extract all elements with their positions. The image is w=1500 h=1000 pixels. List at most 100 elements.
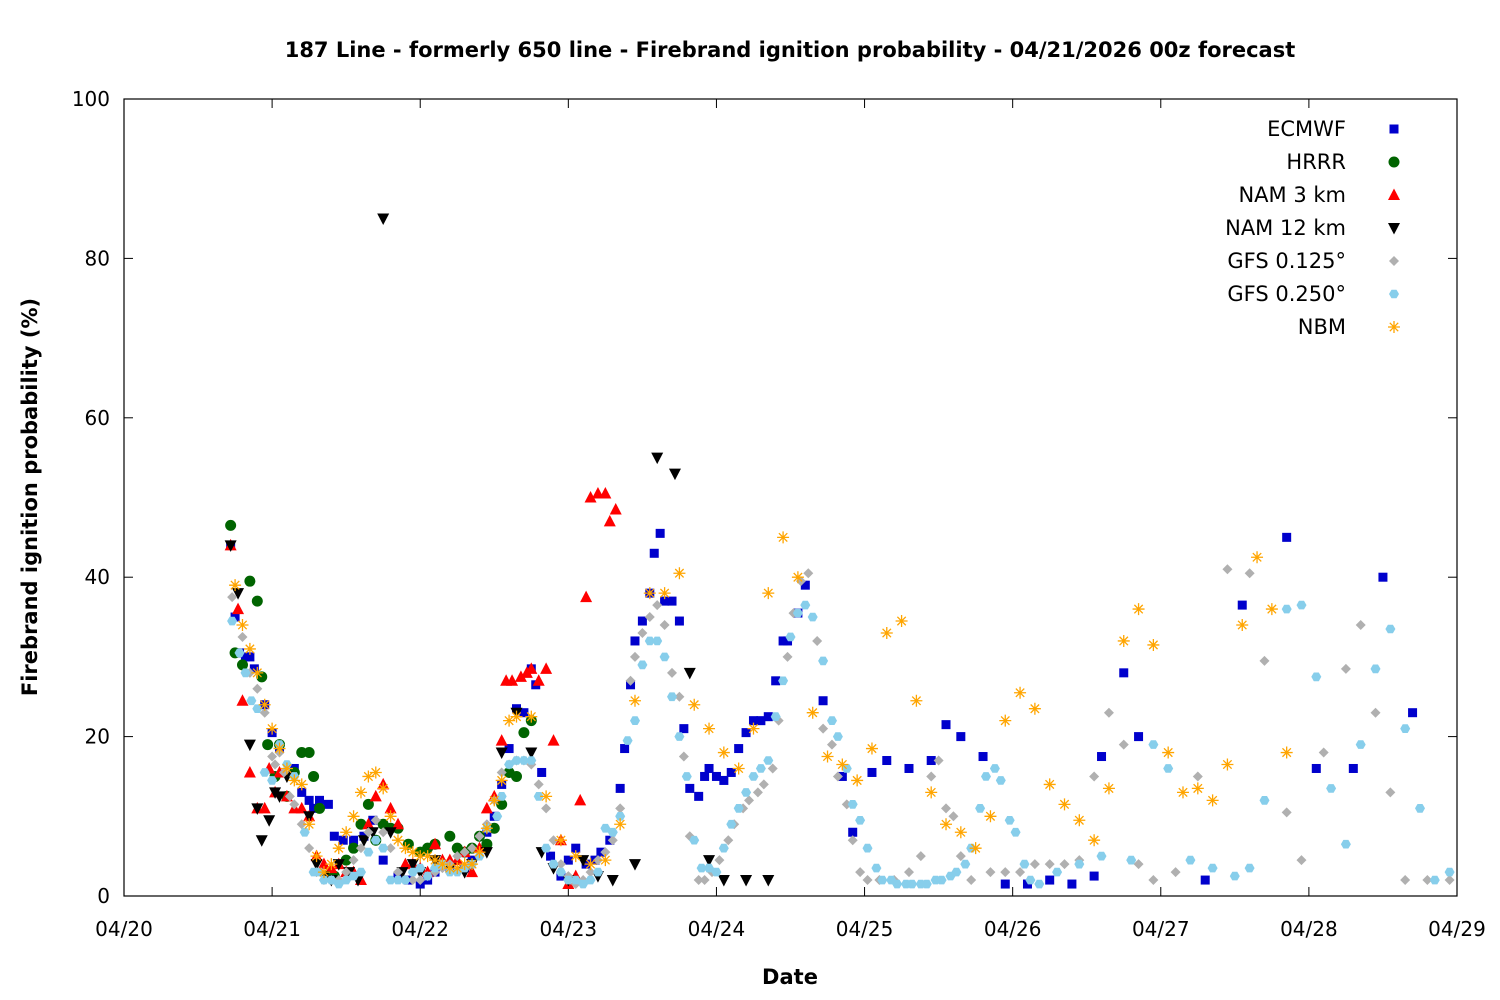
data-point bbox=[683, 667, 696, 680]
data-point bbox=[847, 800, 858, 809]
y-tick-label: 80 bbox=[85, 246, 110, 270]
x-tick-label: 04/26 bbox=[984, 917, 1042, 941]
data-point bbox=[995, 776, 1006, 785]
data-point bbox=[580, 590, 593, 603]
data-point bbox=[481, 838, 493, 850]
data-point bbox=[1000, 867, 1011, 878]
data-point bbox=[1185, 855, 1196, 865]
data-point bbox=[555, 859, 566, 870]
data-point bbox=[747, 722, 760, 735]
data-point bbox=[1280, 746, 1293, 759]
data-point bbox=[629, 651, 640, 662]
data-point bbox=[488, 822, 500, 834]
data-point bbox=[658, 587, 671, 600]
data-point bbox=[258, 698, 271, 711]
data-point bbox=[951, 867, 962, 877]
data-point bbox=[563, 875, 574, 885]
data-point bbox=[369, 789, 382, 802]
data-point bbox=[584, 491, 597, 503]
data-point bbox=[1251, 551, 1264, 564]
data-point bbox=[688, 698, 701, 711]
data-point bbox=[317, 866, 330, 879]
data-point bbox=[1385, 787, 1396, 798]
data-point bbox=[606, 875, 619, 887]
data-point bbox=[299, 827, 310, 837]
data-point bbox=[936, 875, 947, 885]
data-point bbox=[377, 213, 390, 226]
data-point bbox=[637, 627, 648, 638]
data-point bbox=[1370, 707, 1381, 718]
legend-marker bbox=[1388, 188, 1400, 200]
data-point bbox=[466, 858, 479, 871]
data-point bbox=[510, 710, 523, 723]
data-point bbox=[495, 747, 508, 760]
data-point bbox=[941, 803, 952, 814]
data-point bbox=[1022, 879, 1032, 889]
data-point bbox=[1191, 782, 1204, 795]
series-ecmwf bbox=[226, 528, 1418, 889]
data-point bbox=[694, 791, 704, 801]
data-point bbox=[304, 843, 315, 854]
legend-label: ECMWF bbox=[1267, 117, 1346, 141]
data-point bbox=[578, 879, 589, 889]
data-point bbox=[818, 656, 829, 666]
data-point bbox=[1378, 572, 1388, 582]
data-point bbox=[770, 712, 781, 721]
data-point bbox=[1385, 624, 1396, 634]
x-tick-label: 04/25 bbox=[836, 917, 894, 941]
data-point bbox=[649, 548, 659, 558]
data-point bbox=[862, 875, 873, 886]
data-point bbox=[783, 636, 793, 646]
data-point bbox=[1088, 834, 1101, 847]
data-point bbox=[763, 712, 773, 722]
data-point bbox=[882, 756, 892, 766]
data-point bbox=[1221, 758, 1234, 771]
data-point bbox=[1133, 859, 1144, 870]
data-point bbox=[541, 803, 552, 814]
data-point bbox=[378, 827, 389, 838]
data-point bbox=[1059, 859, 1070, 870]
data-point bbox=[480, 822, 493, 835]
data-point bbox=[603, 514, 616, 527]
data-point bbox=[1408, 708, 1418, 718]
x-tick-label: 04/28 bbox=[1280, 917, 1338, 941]
data-point bbox=[259, 768, 270, 777]
data-point bbox=[234, 648, 245, 658]
data-point bbox=[237, 631, 248, 642]
data-point bbox=[655, 528, 665, 538]
data-point bbox=[723, 835, 734, 846]
data-point bbox=[667, 596, 677, 606]
data-point bbox=[430, 863, 440, 873]
data-point bbox=[915, 851, 926, 862]
data-point bbox=[777, 531, 790, 544]
series-gfs-0-250- bbox=[227, 600, 1455, 889]
data-point bbox=[652, 600, 663, 611]
data-point bbox=[362, 817, 375, 830]
data-point bbox=[571, 843, 581, 853]
data-point bbox=[615, 803, 626, 814]
data-point bbox=[1282, 532, 1292, 542]
data-point bbox=[414, 850, 427, 863]
data-point bbox=[1052, 867, 1063, 877]
data-point bbox=[1148, 875, 1159, 886]
legend-label: NAM 3 km bbox=[1238, 183, 1346, 207]
legend-label: GFS 0.125° bbox=[1227, 249, 1346, 273]
data-point bbox=[384, 810, 397, 823]
data-point bbox=[1236, 619, 1249, 632]
data-point bbox=[871, 863, 882, 873]
data-point bbox=[741, 788, 752, 797]
data-point bbox=[1162, 746, 1175, 759]
data-point bbox=[496, 798, 508, 810]
data-point bbox=[340, 826, 353, 839]
data-point bbox=[827, 716, 837, 725]
data-point bbox=[243, 765, 256, 778]
data-point bbox=[251, 803, 264, 815]
data-point bbox=[363, 847, 374, 857]
data-point bbox=[355, 843, 366, 854]
data-point bbox=[748, 716, 758, 726]
data-point bbox=[637, 616, 647, 626]
data-point bbox=[473, 846, 486, 859]
legend-label: NAM 12 km bbox=[1225, 216, 1346, 240]
data-point bbox=[1102, 782, 1115, 795]
legend-marker bbox=[1388, 156, 1400, 168]
